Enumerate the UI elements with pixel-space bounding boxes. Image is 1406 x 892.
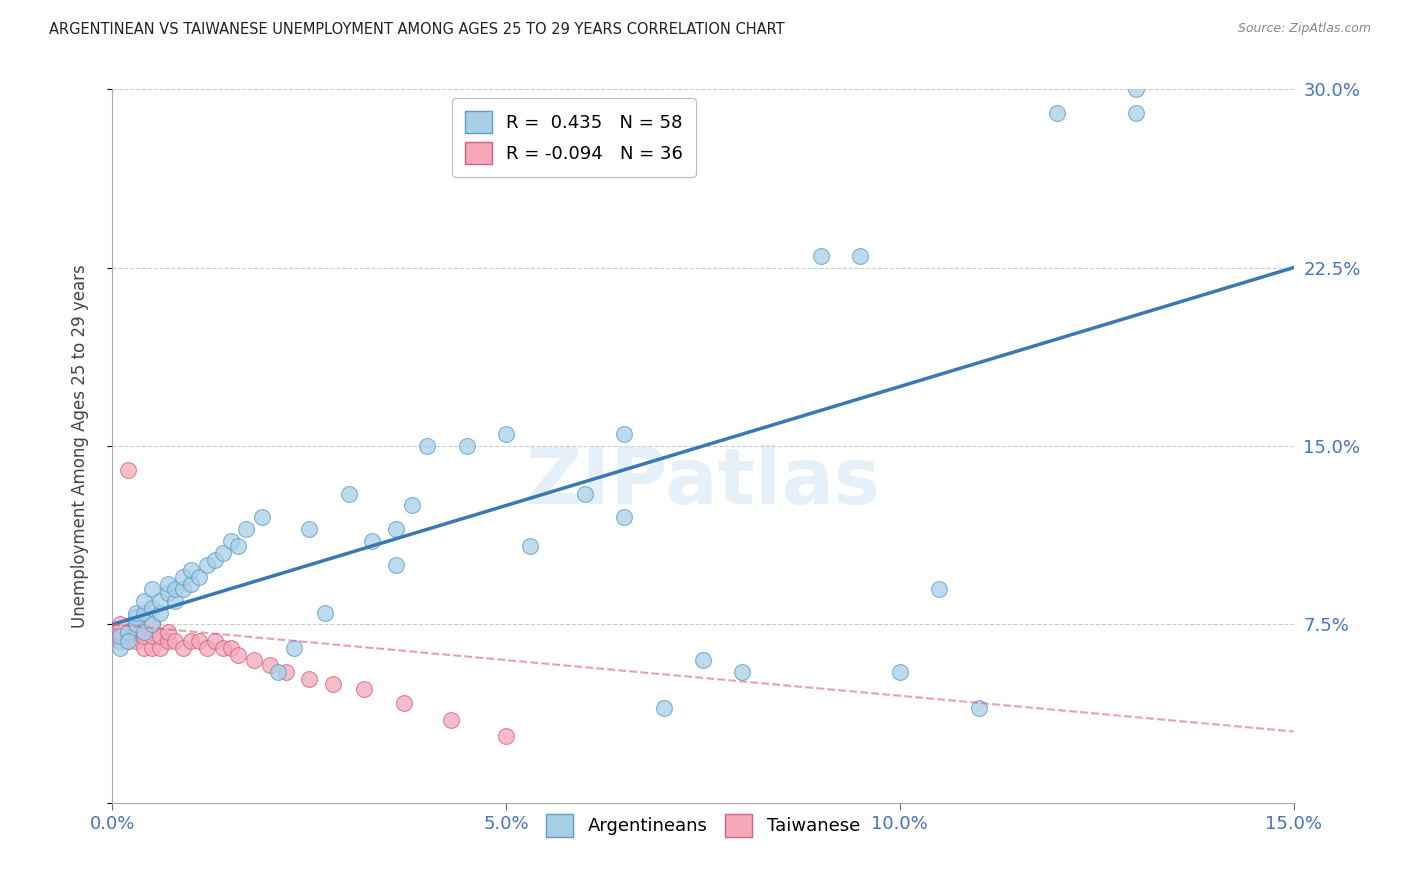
Point [613, 427, 636, 442]
Point [110, 617, 132, 632]
Point [125, 624, 148, 639]
Point [156, 624, 179, 639]
Point [259, 657, 281, 672]
Point [204, 553, 226, 567]
Y-axis label: Unemployment Among Ages 25 to 29 years: Unemployment Among Ages 25 to 29 years [70, 264, 89, 628]
Point [267, 665, 290, 679]
Point [1125, 82, 1147, 96]
Point [110, 624, 132, 639]
Point [849, 249, 872, 263]
Point [117, 624, 139, 639]
Point [298, 672, 321, 686]
Point [967, 700, 990, 714]
Point [156, 577, 179, 591]
Point [228, 648, 250, 663]
Point [314, 606, 336, 620]
Point [361, 534, 384, 549]
Point [274, 665, 297, 679]
Point [117, 463, 139, 477]
Point [110, 634, 132, 648]
Point [156, 634, 179, 648]
Point [219, 641, 242, 656]
Point [519, 539, 541, 553]
Point [250, 510, 273, 524]
Point [188, 570, 211, 584]
Point [731, 665, 754, 679]
Point [132, 593, 155, 607]
Point [149, 629, 172, 643]
Text: ZIPatlas: ZIPatlas [526, 443, 880, 520]
Point [125, 610, 148, 624]
Point [132, 624, 155, 639]
Point [165, 593, 187, 607]
Point [440, 713, 463, 727]
Point [195, 641, 218, 656]
Point [188, 634, 211, 648]
Point [132, 606, 155, 620]
Point [495, 729, 517, 743]
Point [228, 539, 250, 553]
Point [1125, 106, 1147, 120]
Point [110, 629, 132, 643]
Point [243, 653, 266, 667]
Point [353, 681, 375, 696]
Point [149, 593, 172, 607]
Point [195, 558, 218, 572]
Point [283, 641, 305, 656]
Point [165, 582, 187, 596]
Point [401, 499, 423, 513]
Point [141, 600, 163, 615]
Point [172, 582, 194, 596]
Point [125, 617, 148, 632]
Point [149, 641, 172, 656]
Point [180, 563, 202, 577]
Point [219, 534, 242, 549]
Point [235, 522, 257, 536]
Point [125, 634, 148, 648]
Point [211, 641, 233, 656]
Point [110, 641, 132, 656]
Point [928, 582, 950, 596]
Point [574, 486, 596, 500]
Point [125, 617, 148, 632]
Point [1046, 106, 1069, 120]
Point [141, 641, 163, 656]
Point [172, 641, 194, 656]
Point [495, 427, 517, 442]
Point [613, 510, 636, 524]
Point [117, 634, 139, 648]
Point [141, 617, 163, 632]
Point [141, 629, 163, 643]
Point [692, 653, 714, 667]
Point [141, 582, 163, 596]
Point [117, 624, 139, 639]
Point [385, 558, 408, 572]
Point [298, 522, 321, 536]
Point [172, 570, 194, 584]
Point [141, 617, 163, 632]
Point [165, 634, 187, 648]
Point [385, 522, 408, 536]
Point [180, 577, 202, 591]
Point [132, 641, 155, 656]
Point [416, 439, 439, 453]
Point [810, 249, 832, 263]
Point [889, 665, 911, 679]
Point [117, 634, 139, 648]
Text: ARGENTINEAN VS TAIWANESE UNEMPLOYMENT AMONG AGES 25 TO 29 YEARS CORRELATION CHAR: ARGENTINEAN VS TAIWANESE UNEMPLOYMENT AM… [49, 22, 785, 37]
Point [132, 629, 155, 643]
Point [337, 486, 360, 500]
Point [322, 677, 344, 691]
Point [125, 606, 148, 620]
Point [180, 634, 202, 648]
Text: Source: ZipAtlas.com: Source: ZipAtlas.com [1237, 22, 1371, 36]
Point [652, 700, 675, 714]
Point [149, 606, 172, 620]
Point [392, 696, 415, 710]
Point [211, 546, 233, 560]
Legend: Argentineans, Taiwanese: Argentineans, Taiwanese [538, 807, 868, 844]
Point [204, 634, 226, 648]
Point [456, 439, 478, 453]
Point [156, 586, 179, 600]
